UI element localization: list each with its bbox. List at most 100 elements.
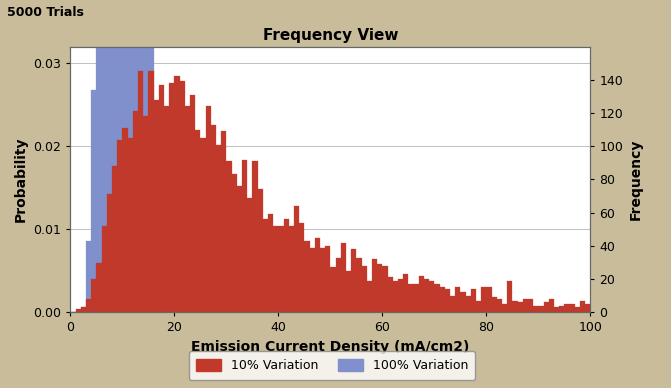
Bar — [86, 241, 91, 312]
Bar — [330, 267, 336, 312]
Bar — [174, 239, 180, 312]
Bar — [549, 299, 554, 312]
Bar — [440, 288, 445, 312]
Bar — [242, 309, 247, 312]
Bar — [122, 0, 127, 312]
Bar — [377, 264, 382, 312]
Bar — [205, 299, 211, 312]
Bar — [221, 131, 226, 312]
Bar — [190, 291, 195, 312]
Bar — [117, 140, 122, 312]
Bar — [148, 71, 154, 312]
Bar — [216, 145, 221, 312]
Bar — [226, 311, 231, 312]
Bar — [231, 311, 237, 312]
Bar — [180, 81, 185, 312]
Bar — [112, 0, 117, 312]
Bar — [102, 226, 107, 312]
Bar — [242, 159, 247, 312]
Bar — [346, 271, 351, 312]
Bar — [299, 223, 305, 312]
Bar — [398, 279, 403, 312]
Bar — [538, 306, 544, 312]
Bar — [258, 189, 263, 312]
Bar — [91, 90, 97, 312]
Bar — [367, 281, 372, 312]
Bar — [409, 284, 413, 312]
Bar — [554, 307, 559, 312]
Bar — [564, 304, 570, 312]
Bar — [294, 206, 299, 312]
Bar — [122, 128, 127, 312]
Bar — [445, 289, 450, 312]
Bar — [419, 276, 424, 312]
Bar — [325, 246, 330, 312]
Bar — [299, 311, 305, 312]
Bar — [159, 145, 164, 312]
Bar — [133, 111, 138, 312]
Bar — [169, 83, 174, 312]
Bar — [460, 293, 466, 312]
Bar — [544, 302, 549, 312]
Bar — [471, 289, 476, 312]
Bar — [190, 95, 195, 312]
Bar — [362, 266, 367, 312]
Bar — [523, 299, 528, 312]
Bar — [268, 214, 273, 312]
Bar — [205, 106, 211, 312]
Bar — [81, 307, 86, 312]
Y-axis label: Frequency: Frequency — [629, 139, 643, 220]
Bar — [164, 106, 169, 312]
Bar — [497, 299, 502, 312]
Bar — [507, 281, 513, 312]
Bar — [424, 279, 429, 312]
Bar — [320, 248, 325, 312]
Bar — [117, 0, 122, 312]
Bar — [185, 267, 190, 312]
Bar — [226, 161, 231, 312]
Bar — [97, 263, 101, 312]
Bar — [528, 299, 533, 312]
Bar — [180, 258, 185, 312]
Bar — [450, 296, 455, 312]
Bar — [143, 0, 148, 312]
Bar — [216, 307, 221, 312]
Bar — [107, 0, 112, 312]
Bar — [127, 138, 133, 312]
Bar — [455, 288, 460, 312]
Bar — [97, 0, 101, 312]
Bar — [252, 161, 258, 312]
Bar — [580, 301, 585, 312]
Bar — [86, 299, 91, 312]
Bar — [413, 284, 419, 312]
Bar — [154, 100, 159, 312]
Bar — [513, 301, 517, 312]
Bar — [211, 125, 216, 312]
Bar — [107, 194, 112, 312]
Y-axis label: Probability: Probability — [14, 137, 28, 222]
Legend: 10% Variation, 100% Variation: 10% Variation, 100% Variation — [189, 351, 475, 380]
Bar — [102, 0, 107, 312]
Bar — [336, 258, 341, 312]
Bar — [486, 288, 492, 312]
Text: 5000 Trials: 5000 Trials — [7, 6, 84, 19]
Bar — [284, 219, 289, 312]
Bar — [247, 311, 252, 312]
Bar — [289, 226, 294, 312]
Bar — [237, 186, 242, 312]
Bar — [315, 237, 320, 312]
Bar — [533, 306, 538, 312]
Bar — [195, 130, 201, 312]
Bar — [382, 266, 388, 312]
X-axis label: Emission Current Density (mA/cm2): Emission Current Density (mA/cm2) — [191, 340, 470, 354]
Bar — [388, 277, 393, 312]
Bar — [138, 0, 144, 312]
Bar — [133, 0, 138, 312]
Bar — [429, 281, 434, 312]
Bar — [434, 284, 440, 312]
Bar — [575, 307, 580, 312]
Bar — [169, 223, 174, 312]
Bar — [476, 301, 481, 312]
Bar — [585, 304, 590, 312]
Bar — [231, 175, 237, 312]
